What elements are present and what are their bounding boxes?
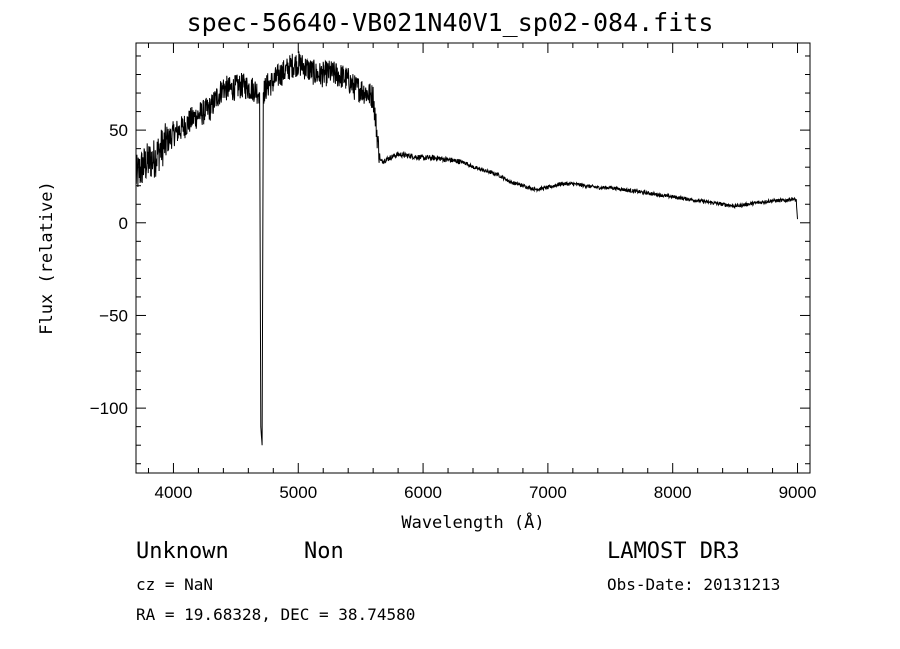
x-tick-label: 6000 bbox=[404, 483, 442, 502]
spectrum-line bbox=[135, 51, 798, 446]
x-tick-label: 4000 bbox=[155, 483, 193, 502]
x-tick-label: 7000 bbox=[529, 483, 567, 502]
redshift-text: cz = NaN bbox=[136, 575, 214, 594]
axis-tick-labels: 4000 5000 6000 7000 8000 9000 −100 −50 0 50 bbox=[90, 121, 817, 502]
survey-label: LAMOST DR3 bbox=[607, 539, 740, 564]
y-tick-label: 0 bbox=[119, 214, 128, 233]
y-axis-label: Flux (relative) bbox=[37, 181, 57, 335]
y-tick-label: −50 bbox=[99, 306, 128, 325]
chart-title: spec-56640-VB021N40V1_sp02-084.fits bbox=[186, 8, 714, 37]
y-tick-label: 50 bbox=[109, 121, 128, 140]
x-axis-label: Wavelength (Å) bbox=[401, 511, 544, 533]
observation-date: Obs-Date: 20131213 bbox=[607, 575, 781, 594]
object-subclass: Non bbox=[304, 539, 344, 564]
x-tick-label: 5000 bbox=[279, 483, 317, 502]
x-tick-label: 9000 bbox=[779, 483, 817, 502]
object-class: Unknown bbox=[136, 539, 229, 564]
y-tick-label: −100 bbox=[90, 399, 128, 418]
axis-ticks bbox=[136, 43, 810, 473]
plot-frame bbox=[135, 42, 811, 474]
coordinates-text: RA = 19.68328, DEC = 38.74580 bbox=[136, 605, 416, 624]
x-tick-label: 8000 bbox=[654, 483, 692, 502]
